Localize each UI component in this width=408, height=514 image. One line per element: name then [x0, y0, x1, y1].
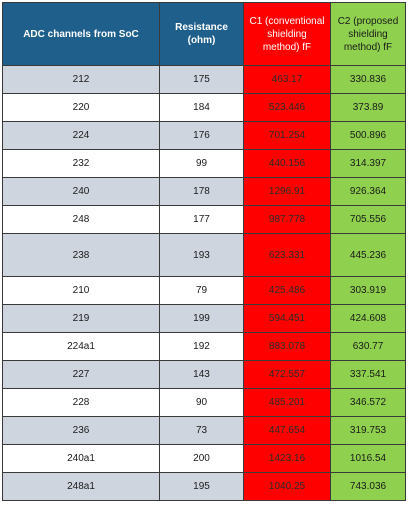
resistance-cell: 73 [159, 416, 244, 445]
table-row: 248a1 195 1040.25 743.036 [2, 472, 406, 501]
c1-value-cell: 463.17 [243, 65, 331, 94]
adc-channel-cell: 224a1 [2, 332, 160, 361]
table-row: 238 193 623.331 445.236 [2, 233, 406, 277]
adc-channel-cell: 248a1 [2, 472, 160, 501]
table-header-row: ADC channels from SoC Resistance (ohm) C… [2, 2, 406, 66]
adc-channel-cell: 224 [2, 121, 160, 150]
c2-value-cell: 303.919 [330, 276, 406, 305]
resistance-cell: 177 [159, 205, 244, 234]
c2-value-cell: 445.236 [330, 233, 406, 277]
c1-value-cell: 485.201 [243, 388, 331, 417]
c1-value-cell: 523.446 [243, 93, 331, 122]
table-row: 212 175 463.17 330.836 [2, 65, 406, 94]
table-row: 224a1 192 883.078 630.77 [2, 332, 406, 361]
c2-value-cell: 743.036 [330, 472, 406, 501]
c2-value-cell: 314.397 [330, 149, 406, 178]
c1-value-cell: 623.331 [243, 233, 331, 277]
c1-value-cell: 425.486 [243, 276, 331, 305]
c2-value-cell: 319.753 [330, 416, 406, 445]
c1-value-cell: 883.078 [243, 332, 331, 361]
resistance-cell: 99 [159, 149, 244, 178]
c2-value-cell: 926.364 [330, 177, 406, 206]
header-c2-proposed: C2 (proposed shielding method) fF [330, 2, 406, 66]
c1-value-cell: 987.778 [243, 205, 331, 234]
resistance-cell: 199 [159, 304, 244, 333]
c1-value-cell: 472.557 [243, 360, 331, 389]
resistance-cell: 192 [159, 332, 244, 361]
adc-channel-cell: 220 [2, 93, 160, 122]
header-resistance: Resistance (ohm) [159, 2, 244, 66]
table-row: 227 143 472.557 337.541 [2, 360, 406, 389]
adc-channel-cell: 227 [2, 360, 160, 389]
adc-channel-cell: 210 [2, 276, 160, 305]
c2-value-cell: 500.896 [330, 121, 406, 150]
resistance-cell: 143 [159, 360, 244, 389]
adc-channel-cell: 240a1 [2, 444, 160, 473]
table-row: 232 99 440.156 314.397 [2, 149, 406, 178]
resistance-cell: 90 [159, 388, 244, 417]
table-row: 220 184 523.446 373.89 [2, 93, 406, 122]
resistance-cell: 176 [159, 121, 244, 150]
resistance-cell: 195 [159, 472, 244, 501]
resistance-cell: 175 [159, 65, 244, 94]
c2-value-cell: 630.77 [330, 332, 406, 361]
c1-value-cell: 594.451 [243, 304, 331, 333]
capacitance-comparison-table: ADC channels from SoC Resistance (ohm) C… [2, 2, 406, 501]
adc-channel-cell: 232 [2, 149, 160, 178]
adc-channel-cell: 248 [2, 205, 160, 234]
c2-value-cell: 373.89 [330, 93, 406, 122]
adc-channel-cell: 212 [2, 65, 160, 94]
table-row: 224 176 701.254 500.896 [2, 121, 406, 150]
adc-channel-cell: 219 [2, 304, 160, 333]
table-row: 240 178 1296.91 926.364 [2, 177, 406, 206]
table-row: 240a1 200 1423.16 1016.54 [2, 444, 406, 473]
adc-channel-cell: 240 [2, 177, 160, 206]
c1-value-cell: 1296.91 [243, 177, 331, 206]
header-adc-channels: ADC channels from SoC [2, 2, 160, 66]
c1-value-cell: 1040.25 [243, 472, 331, 501]
c1-value-cell: 1423.16 [243, 444, 331, 473]
adc-channel-cell: 236 [2, 416, 160, 445]
resistance-cell: 184 [159, 93, 244, 122]
resistance-cell: 200 [159, 444, 244, 473]
table-row: 228 90 485.201 346.572 [2, 388, 406, 417]
c1-value-cell: 447.654 [243, 416, 331, 445]
c2-value-cell: 330.836 [330, 65, 406, 94]
header-c1-conventional: C1 (conventional shielding method) fF [243, 2, 331, 66]
c2-value-cell: 337.541 [330, 360, 406, 389]
c2-value-cell: 1016.54 [330, 444, 406, 473]
adc-channel-cell: 228 [2, 388, 160, 417]
table-row: 236 73 447.654 319.753 [2, 416, 406, 445]
capacitance-table-container: ADC channels from SoC Resistance (ohm) C… [2, 2, 406, 501]
resistance-cell: 178 [159, 177, 244, 206]
c2-value-cell: 424.608 [330, 304, 406, 333]
adc-channel-cell: 238 [2, 233, 160, 277]
table-row: 248 177 987.778 705.556 [2, 205, 406, 234]
c1-value-cell: 701.254 [243, 121, 331, 150]
c1-value-cell: 440.156 [243, 149, 331, 178]
resistance-cell: 79 [159, 276, 244, 305]
c2-value-cell: 346.572 [330, 388, 406, 417]
c2-value-cell: 705.556 [330, 205, 406, 234]
table-row: 210 79 425.486 303.919 [2, 276, 406, 305]
table-row: 219 199 594.451 424.608 [2, 304, 406, 333]
resistance-cell: 193 [159, 233, 244, 277]
